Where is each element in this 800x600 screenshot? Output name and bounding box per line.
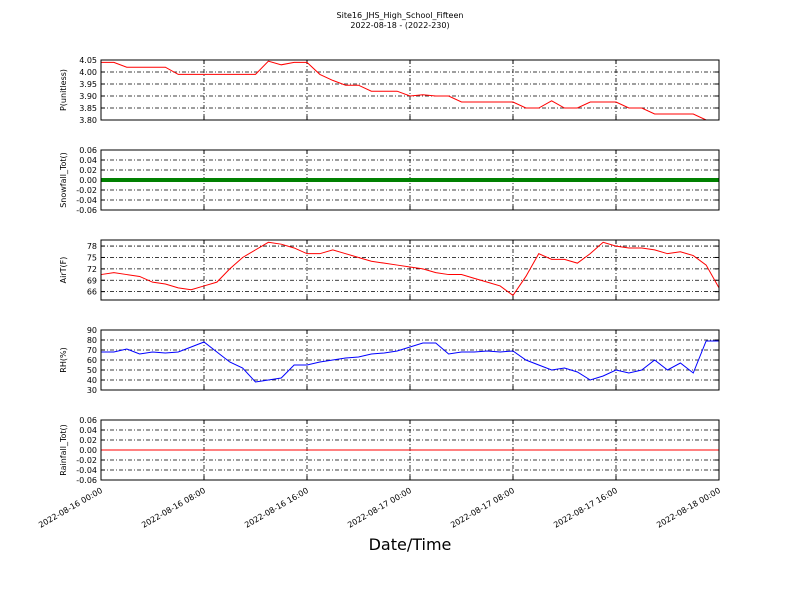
plot-frame: [100, 59, 720, 121]
y-tick-label: 3.85: [79, 104, 97, 113]
y-tick-label: 0.02: [79, 436, 97, 445]
y-tick-label: 0.06: [79, 416, 97, 425]
y-tick-label: 4.05: [79, 56, 97, 65]
y-tick-label: -0.04: [76, 196, 97, 205]
y-tick-label: 66: [87, 288, 97, 297]
y-tick-label: 0.04: [79, 426, 97, 435]
data-line: [101, 340, 719, 383]
y-tick-label: 3.95: [79, 80, 97, 89]
y-tick-label: 40: [87, 376, 97, 385]
plot-frame: [100, 149, 720, 211]
x-axis-label: Date/Time: [369, 535, 452, 554]
y-tick-label: -0.06: [76, 476, 97, 485]
y-axis-label: Rainfall_Tot(): [59, 424, 68, 476]
y-tick-label: 75: [87, 253, 97, 262]
y-tick-label: 0.02: [79, 166, 97, 175]
y-axis-label: P(unitless): [59, 69, 68, 111]
y-axis-label: Snowfall_Tot(): [59, 152, 68, 208]
y-tick-label: 50: [87, 366, 97, 375]
y-tick-label: 30: [87, 386, 97, 395]
y-tick-label: 4.00: [79, 68, 97, 77]
y-tick-label: 0.04: [79, 156, 97, 165]
y-tick-label: 69: [87, 276, 97, 285]
y-axis-label: RH(%): [59, 347, 68, 372]
y-tick-label: 3.80: [79, 116, 97, 125]
y-tick-label: -0.04: [76, 466, 97, 475]
plot-frame: [100, 419, 720, 481]
y-tick-label: -0.02: [76, 456, 97, 465]
y-tick-label: 80: [87, 336, 97, 345]
chart-title: Site16_JHS_High_School_Fifteen: [337, 11, 464, 20]
y-tick-label: 90: [87, 326, 97, 335]
plot-frame: [100, 239, 720, 301]
y-tick-label: -0.06: [76, 206, 97, 215]
y-tick-label: -0.02: [76, 186, 97, 195]
y-tick-label: 0.00: [79, 446, 97, 455]
y-tick-label: 60: [87, 356, 97, 365]
data-line: [100, 241, 720, 297]
y-tick-label: 70: [87, 346, 97, 355]
y-tick-label: 72: [87, 265, 97, 274]
y-tick-label: 3.90: [79, 92, 97, 101]
y-tick-label: 78: [87, 242, 97, 251]
data-line: [101, 60, 719, 121]
plot-frame: [100, 329, 720, 391]
chart-subtitle: 2022-08-18 - (2022-230): [350, 21, 449, 30]
y-axis-label: AirT(F): [59, 257, 68, 284]
y-tick-label: 0.00: [79, 176, 97, 185]
y-tick-label: 0.06: [79, 146, 97, 155]
